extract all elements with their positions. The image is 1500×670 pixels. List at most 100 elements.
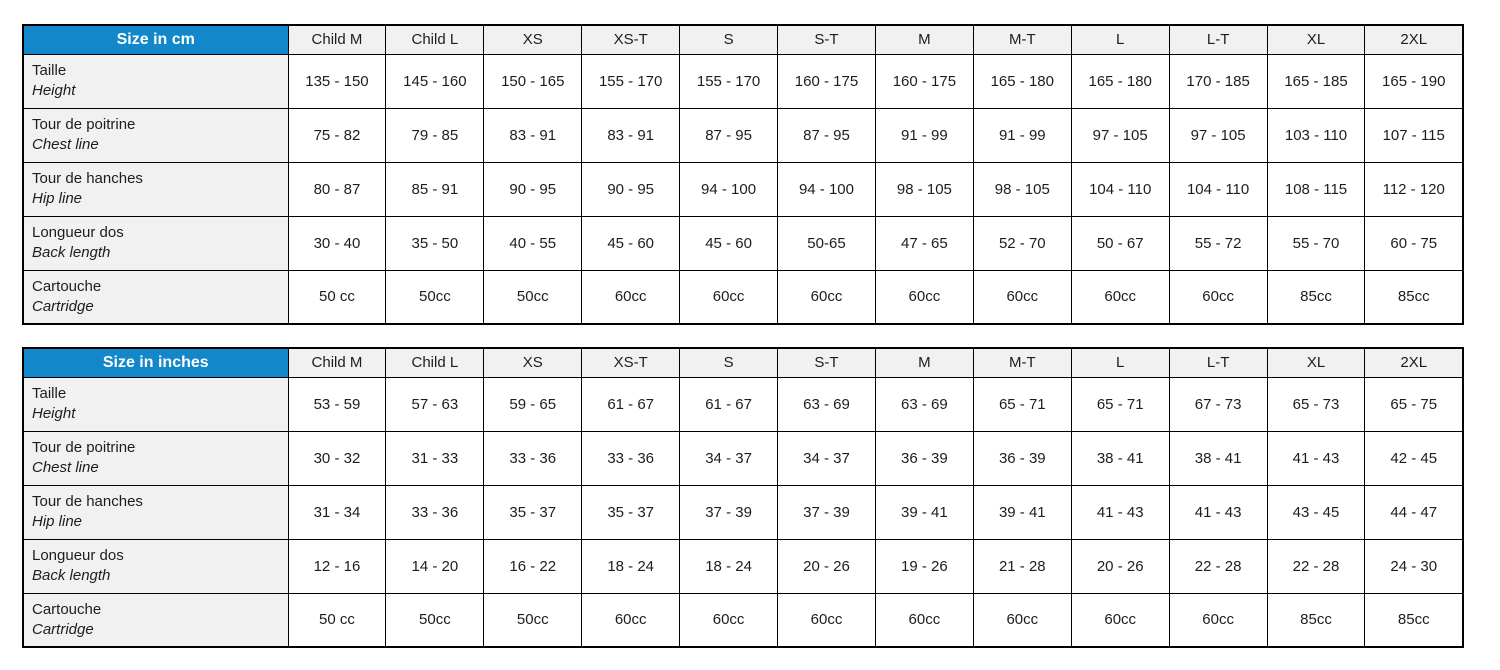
data-cell: 60cc [874,269,974,325]
data-cell: 165 - 180 [1070,53,1170,109]
data-cell: 80 - 87 [287,161,387,217]
row-label-english: Height [32,405,76,422]
data-cell: 170 - 185 [1168,53,1268,109]
data-cell: 85cc [1364,269,1464,325]
row-label-back-length: Longueur dos Back length [22,538,289,594]
table-title-size-in-cm: Size in cm [22,24,289,55]
data-cell: 14 - 20 [385,538,485,594]
data-cell: 52 - 70 [972,215,1072,271]
data-cell: 104 - 110 [1070,161,1170,217]
table-header-row: Size in inches Child M Child L XS XS-T S S-T M M… [22,347,1464,378]
data-cell: 60cc [777,592,876,648]
data-cell: 97 - 105 [1070,107,1170,163]
data-cell: 50cc [385,269,485,325]
data-cell: 108 - 115 [1266,161,1366,217]
table-row-height: Taille Height 135 - 150 145 - 160 150 - 165 1… [22,53,1464,109]
data-cell: 90 - 95 [483,161,583,217]
data-cell: 22 - 28 [1168,538,1268,594]
data-cell: 53 - 59 [287,376,387,432]
row-label-english: Chest line [32,459,99,476]
data-cell: 55 - 72 [1168,215,1268,271]
column-header-l: L [1070,347,1170,378]
data-cell: 165 - 180 [972,53,1072,109]
data-cell: 75 - 82 [287,107,387,163]
data-cell: 18 - 24 [679,538,779,594]
column-header-xs-t: XS-T [581,347,681,378]
data-cell: 60cc [972,269,1072,325]
row-label-height: Taille Height [22,376,289,432]
data-cell: 91 - 99 [972,107,1072,163]
row-label-french: Longueur dos [32,223,124,241]
data-cell: 79 - 85 [385,107,485,163]
data-cell: 40 - 55 [483,215,583,271]
row-label-french: Tour de poitrine [32,438,136,456]
row-label-french: Tour de hanches [32,492,143,510]
data-cell: 39 - 41 [874,484,974,540]
data-cell: 83 - 91 [483,107,583,163]
data-cell: 39 - 41 [972,484,1072,540]
data-cell: 19 - 26 [874,538,974,594]
column-header-2xl: 2XL [1364,347,1464,378]
column-header-m: M [874,347,974,378]
column-header-l-t: L-T [1168,347,1268,378]
data-cell: 30 - 32 [287,430,387,486]
data-cell: 160 - 175 [874,53,974,109]
data-cell: 90 - 95 [581,161,681,217]
table-row-chest-line: Tour de poitrine Chest line 30 - 32 31 - 33… [22,430,1464,486]
data-cell: 31 - 33 [385,430,485,486]
data-cell: 94 - 100 [679,161,779,217]
row-label-french: Cartouche [32,600,102,618]
data-cell: 34 - 37 [679,430,779,486]
data-cell: 36 - 39 [874,430,974,486]
data-cell: 35 - 50 [385,215,485,271]
data-cell: 97 - 105 [1168,107,1268,163]
data-cell: 65 - 75 [1364,376,1464,432]
table-row-cartridge: Cartouche Cartridge 50 cc 50cc 50cc 60cc 60cc 6… [22,269,1464,325]
data-cell: 33 - 36 [581,430,681,486]
row-label-french: Tour de hanches [32,169,143,187]
data-cell: 150 - 165 [483,53,583,109]
data-cell: 31 - 34 [287,484,387,540]
data-cell: 104 - 110 [1168,161,1268,217]
data-cell: 50 cc [287,592,387,648]
data-cell: 85 - 91 [385,161,485,217]
column-header-xs: XS [483,347,583,378]
data-cell: 145 - 160 [385,53,485,109]
column-header-2xl: 2XL [1364,24,1464,55]
row-label-back-length: Longueur dos Back length [22,215,289,271]
data-cell: 33 - 36 [483,430,583,486]
row-label-cartridge: Cartouche Cartridge [22,592,289,648]
table-row-back-length: Longueur dos Back length 30 - 40 35 - 50 40 … [22,215,1464,271]
column-header-child-m: Child M [287,24,387,55]
row-label-height: Taille Height [22,53,289,109]
table-row-cartridge: Cartouche Cartridge 50 cc 50cc 50cc 60cc 60cc 6… [22,592,1464,648]
data-cell: 60 - 75 [1364,215,1464,271]
data-cell: 85cc [1364,592,1464,648]
data-cell: 43 - 45 [1266,484,1366,540]
data-cell: 165 - 185 [1266,53,1366,109]
data-cell: 38 - 41 [1168,430,1268,486]
data-cell: 63 - 69 [777,376,876,432]
column-header-s: S [679,347,779,378]
row-label-english: Cartridge [32,297,94,315]
row-label-english: Back length [32,244,111,261]
data-cell: 57 - 63 [385,376,485,432]
column-header-child-l: Child L [385,347,485,378]
data-cell: 22 - 28 [1266,538,1366,594]
data-cell: 50 cc [287,269,387,325]
column-header-xl: XL [1266,347,1366,378]
data-cell: 20 - 26 [1070,538,1170,594]
data-cell: 35 - 37 [581,484,681,540]
row-label-french: Longueur dos [32,546,124,564]
data-cell: 41 - 43 [1168,484,1268,540]
row-label-english: Chest line [32,136,99,153]
data-cell: 61 - 67 [679,376,779,432]
row-label-hip-line: Tour de hanches Hip line [22,161,289,217]
data-cell: 83 - 91 [581,107,681,163]
data-cell: 60cc [1070,592,1170,648]
data-cell: 112 - 120 [1364,161,1464,217]
data-cell: 60cc [679,592,779,648]
data-cell: 42 - 45 [1364,430,1464,486]
data-cell: 36 - 39 [972,430,1072,486]
data-cell: 50 - 67 [1070,215,1170,271]
